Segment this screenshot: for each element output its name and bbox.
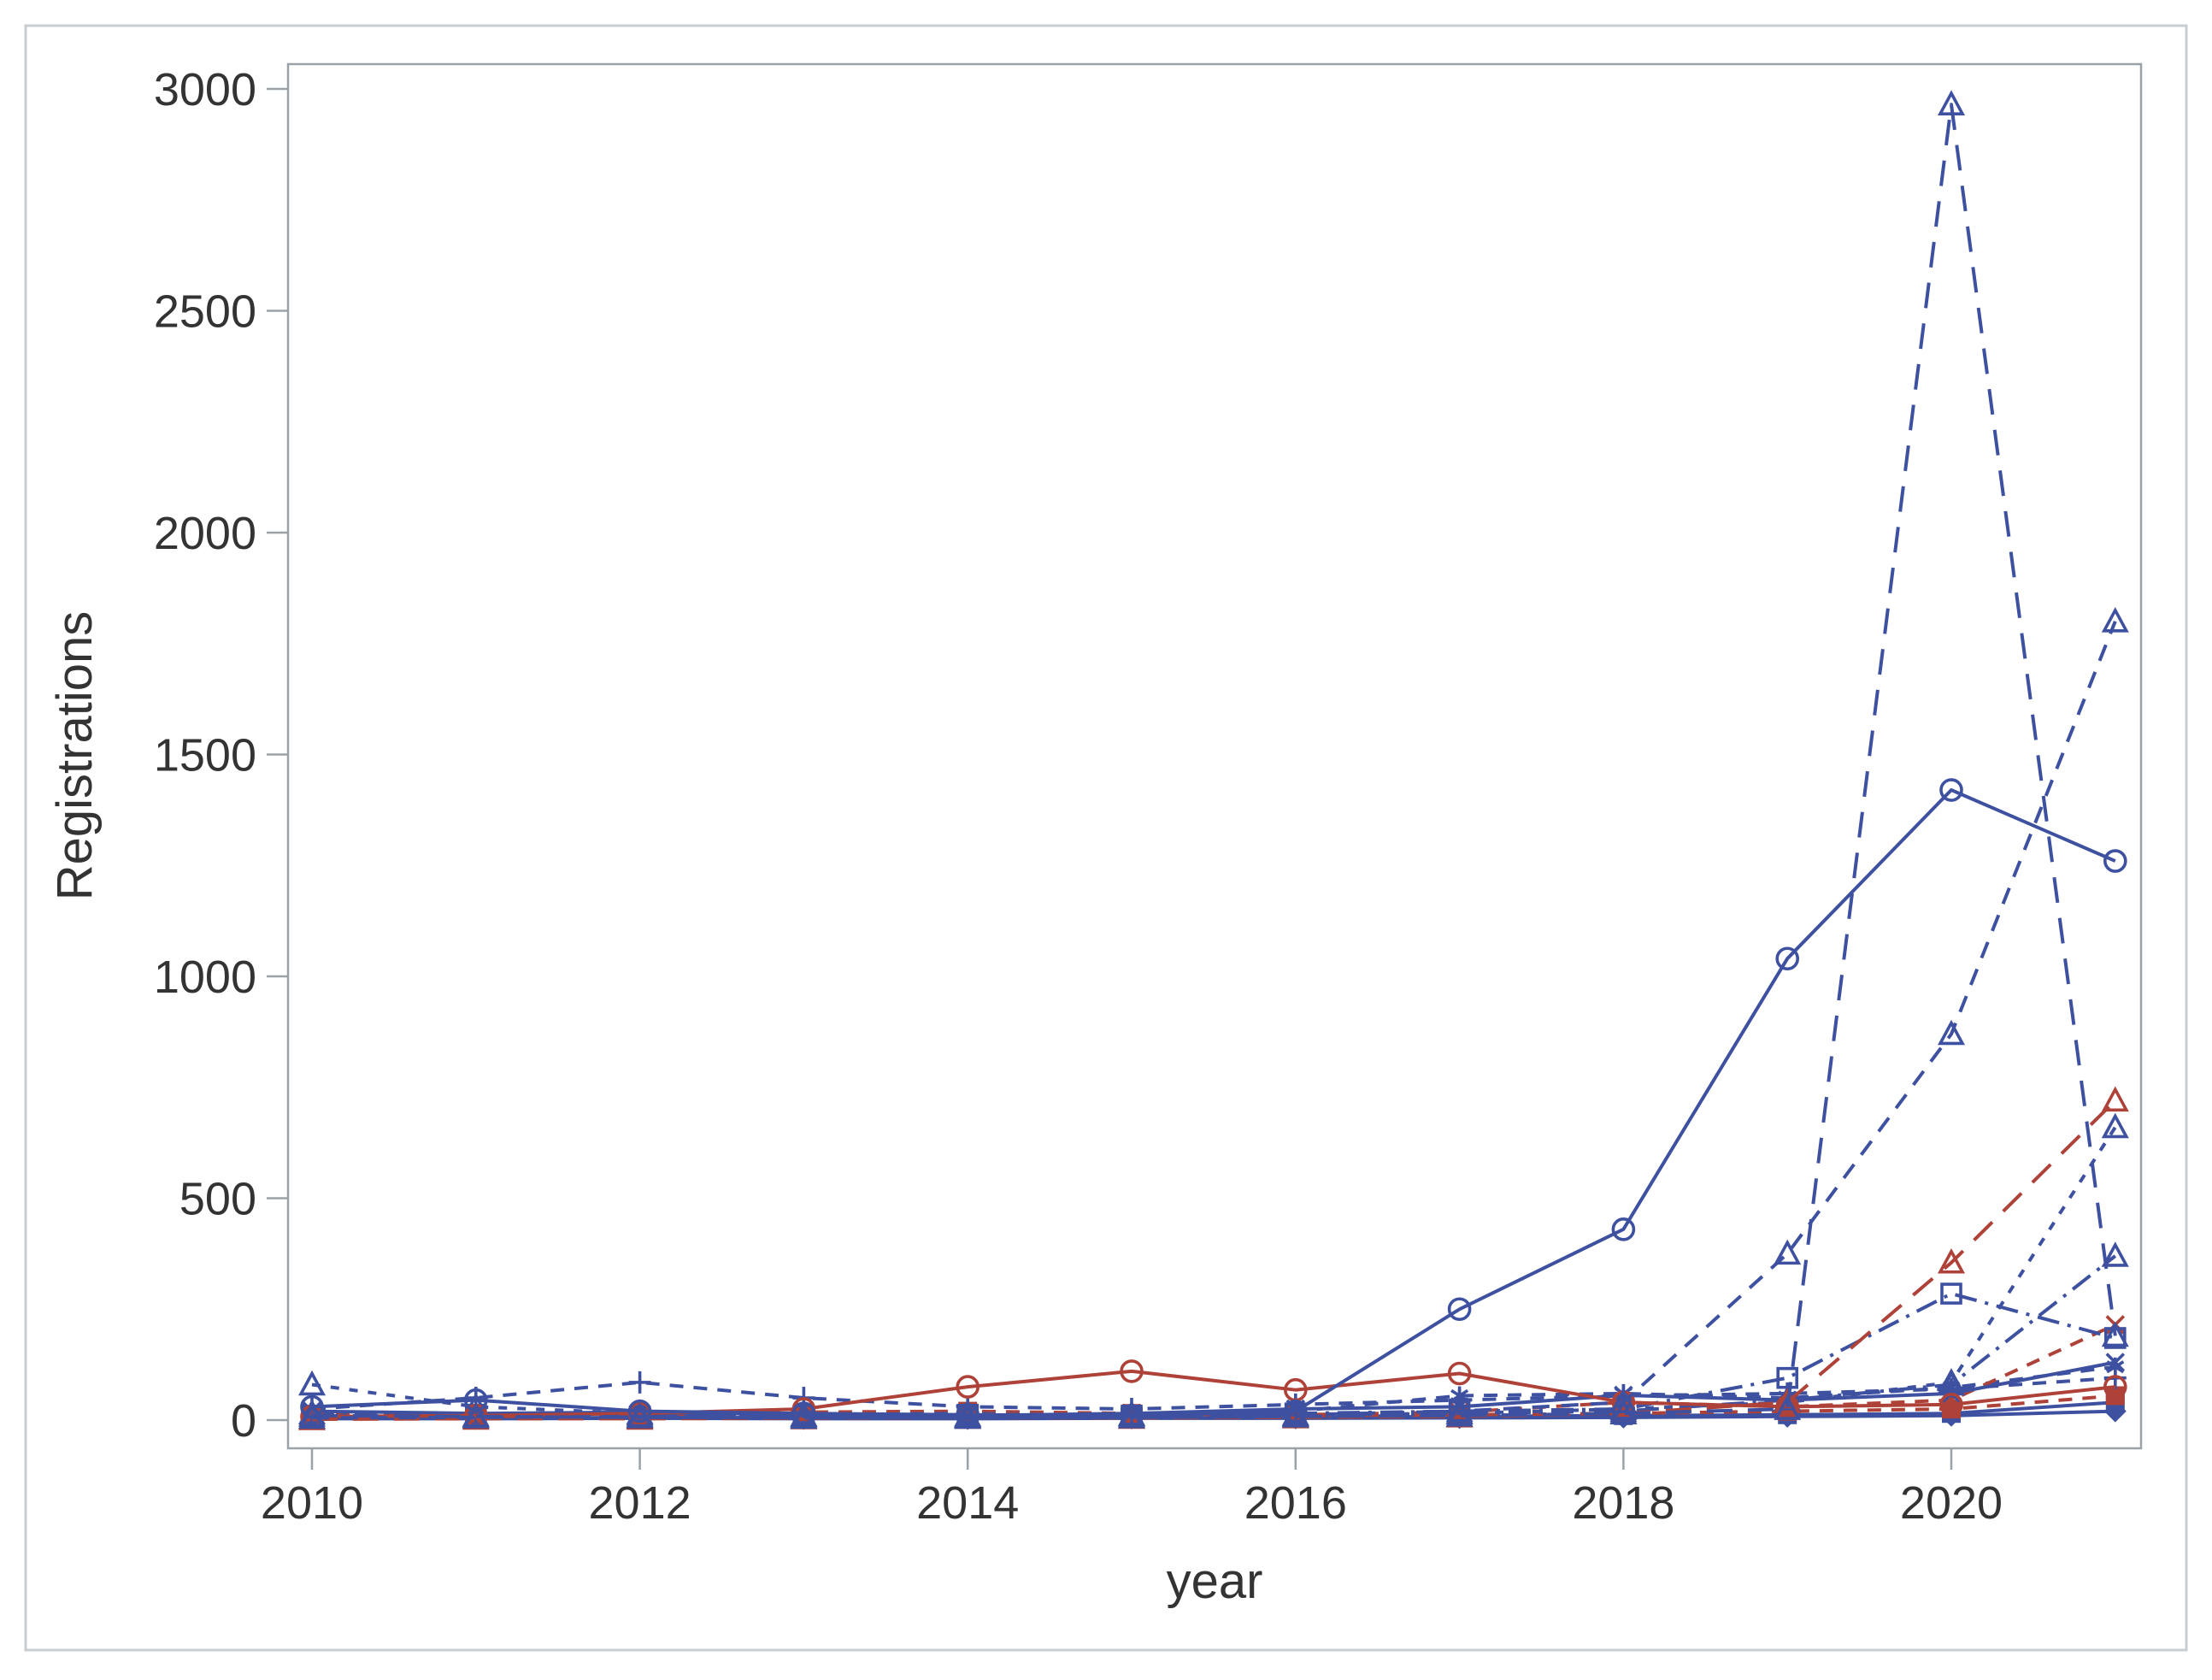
series-marker	[954, 1403, 982, 1429]
y-tick-label: 2500	[154, 286, 256, 338]
plot-frame	[286, 62, 2143, 1450]
y-tick-label: 500	[179, 1174, 256, 1225]
series-marker	[791, 1401, 816, 1426]
series-marker	[2101, 1241, 2129, 1267]
y-tick-label: 0	[231, 1395, 256, 1447]
series-marker	[1774, 1239, 1802, 1265]
series-marker	[1937, 1019, 1966, 1046]
series-marker	[1774, 1388, 1802, 1414]
series-marker	[790, 1403, 818, 1429]
series-marker	[1445, 1396, 1474, 1423]
series-marker	[300, 1394, 324, 1419]
series-marker	[1776, 1366, 1798, 1389]
series-marker	[2101, 1112, 2129, 1139]
series-marker	[1609, 1388, 1638, 1414]
series-marker	[626, 1403, 654, 1429]
series-circle-blue-solid	[300, 778, 2127, 1428]
series-marker	[628, 1371, 651, 1394]
x-tick-label: 2020	[1900, 1477, 2003, 1529]
y-tick-label: 2000	[154, 508, 256, 559]
series-marker	[1611, 1217, 1636, 1241]
series-line	[311, 103, 2117, 1420]
series-marker	[1447, 1361, 1472, 1386]
series-line	[311, 788, 2116, 1418]
x-tick-label: 2012	[589, 1477, 691, 1529]
series-marker	[1609, 1399, 1638, 1425]
series-marker	[1774, 1394, 1802, 1420]
series-marker	[956, 1375, 980, 1399]
figure-border	[24, 24, 2188, 1652]
series-marker	[2101, 607, 2129, 633]
series-marker	[1939, 1393, 1963, 1417]
series-marker	[1120, 1359, 1144, 1383]
y-tick-label: 1000	[154, 952, 256, 1003]
series-marker	[2101, 1321, 2129, 1347]
x-tick-label: 2014	[916, 1477, 1019, 1529]
x-tick-label: 2016	[1244, 1477, 1347, 1529]
series-marker	[1939, 778, 1963, 802]
series-marker	[956, 1402, 980, 1427]
series-marker	[2101, 1086, 2129, 1112]
series-marker	[1937, 1368, 1966, 1394]
y-axis-label: Registrations	[47, 611, 103, 900]
series-marker	[1775, 946, 1799, 971]
x-tick-label: 2010	[261, 1477, 363, 1529]
series-marker	[2103, 1375, 2127, 1399]
series-marker	[1281, 1402, 1309, 1428]
series-marker	[2105, 1353, 2126, 1372]
series-marker	[1284, 1399, 1308, 1424]
y-tick-label: 1500	[154, 730, 256, 781]
series-line	[311, 1369, 2116, 1418]
series-marker	[2103, 849, 2127, 873]
series-marker	[297, 1370, 327, 1396]
y-tick-label: 3000	[154, 64, 256, 115]
x-tick-label: 2018	[1572, 1477, 1674, 1529]
series-marker	[462, 1402, 490, 1428]
series-marker	[1940, 1282, 1962, 1305]
x-axis-label: year	[1167, 1553, 1263, 1609]
series-marker	[463, 1388, 488, 1412]
series-marker	[1937, 90, 1966, 115]
series-marker	[1937, 1247, 1966, 1274]
series-marker	[1447, 1297, 1472, 1322]
series-marker	[1120, 1404, 1144, 1428]
series-marker	[627, 1399, 652, 1424]
series-marker	[1445, 1401, 1474, 1427]
